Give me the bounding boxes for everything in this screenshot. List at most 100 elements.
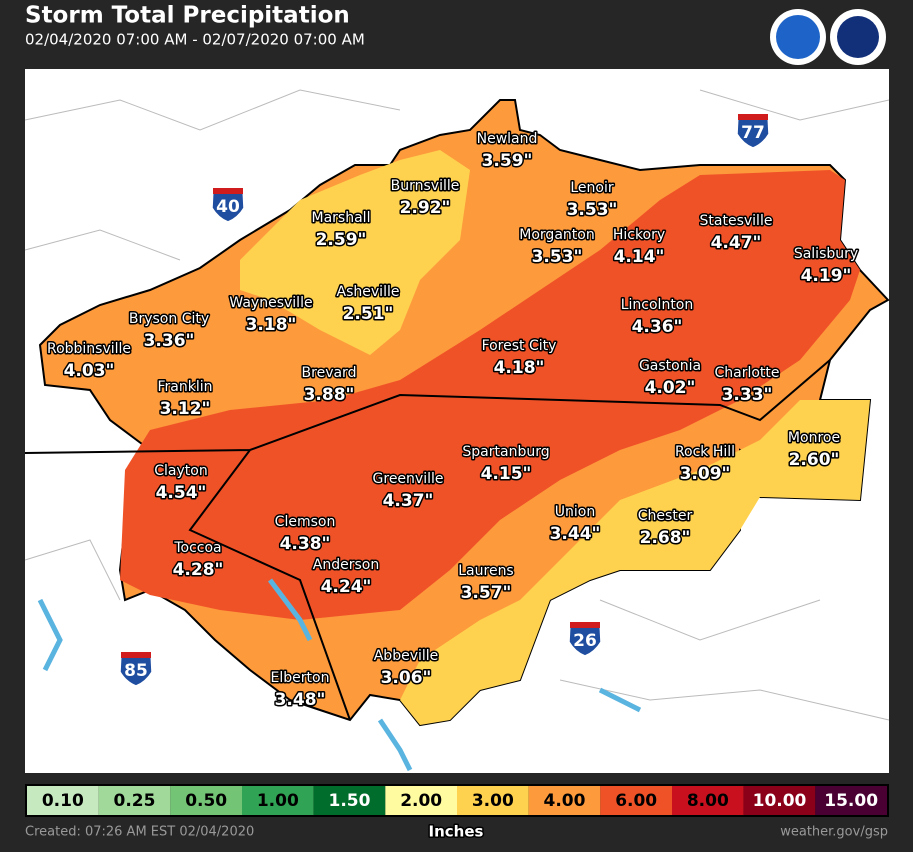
legend-label: 10.00 [753,791,807,811]
city-name: Greenville [373,471,444,487]
legend-label: 3.00 [472,791,514,811]
legend-swatch [600,786,672,815]
city-amount: 4.03" [64,361,115,381]
city-amount: 4.36" [632,317,683,337]
state-borders [24,359,831,721]
site: weather.gov/gsp [780,825,888,840]
city-amount: 4.18" [494,358,545,378]
city-amount: 4.19" [801,266,852,286]
region-6in [120,170,860,620]
legend-swatch [743,786,816,815]
city-name: Morganton [519,227,594,243]
city-amount: 3.53" [532,247,583,267]
legend-label: 0.50 [185,791,227,811]
city-name: Clemson [275,514,336,530]
legend-label: 8.00 [687,791,729,811]
shield-top [738,114,768,120]
city-amount: 2.68" [640,528,691,548]
city-amount: 2.59" [316,230,367,250]
city-name: Gastonia [639,358,701,374]
legend-swatch [528,786,601,815]
city-amount: 4.14" [614,247,665,267]
legend-label: 0.10 [42,791,84,811]
city-name: Abbeville [374,648,439,664]
shield-number: 85 [124,661,148,681]
city-amount: 3.48" [275,690,326,710]
city-amount: 2.51" [343,304,394,324]
shield-number: 40 [216,197,240,217]
city-name: Hickory [613,227,665,243]
city-name: Rock Hill [675,444,735,460]
city-name: Spartanburg [462,444,549,460]
legend-title: Inches [429,823,484,841]
city-name: Toccoa [173,540,221,556]
city-name: Salisbury [794,246,858,262]
city-amount: 4.24" [321,577,372,597]
city-name: Lincolnton [621,297,694,313]
city-name: Anderson [313,557,379,573]
nws-logo-inner [837,16,879,58]
region-3in [240,150,470,355]
city-amount: 3.59" [482,151,533,171]
legend-swatch [242,786,314,815]
legend-swatch [170,786,242,815]
map: 40 77 85 26 Newland 3.59" Burnsville 2.92" Leno… [24,69,890,773]
legend-label: 1.00 [257,791,299,811]
legend-label: 0.25 [114,791,156,811]
city-amount: 3.12" [160,399,211,419]
shield-top [570,622,600,628]
legend-swatch [385,786,457,815]
city-name: Statesville [700,213,773,229]
city-name: Lenoir [570,180,613,196]
city-name: Burnsville [391,178,460,194]
legend-swatch [457,786,529,815]
city-name: Clayton [154,463,207,479]
legend-swatch [313,786,386,815]
city-amount: 4.47" [711,233,762,253]
city-name: Brevard [302,365,357,381]
shield [119,651,153,687]
legend-label: 15.00 [824,791,878,811]
city-amount: 3.36" [144,331,195,351]
city-amount: 4.15" [481,464,532,484]
city-name: Waynesville [229,295,312,311]
city-amount: 4.02" [645,378,696,398]
shield-top [213,188,243,194]
shield-number: 26 [573,631,597,651]
subtitle: 02/04/2020 07:00 AM - 02/07/2020 07:00 A… [25,31,365,49]
city-name: Charlotte [714,365,779,381]
city-name: Franklin [157,379,212,395]
legend-label: 6.00 [615,791,657,811]
city-amount: 4.54" [156,483,207,503]
city-amount: 4.37" [383,491,434,511]
shield-top [121,652,151,658]
city-amount: 4.28" [173,560,224,580]
city-name: Laurens [458,563,513,579]
city-amount: 3.57" [461,583,512,603]
city-amount: 3.06" [381,668,432,688]
shield [211,187,245,223]
city-labels: Newland 3.59" Burnsville 2.92" Lenoir 3.53" Ma… [45,130,859,712]
legend-label: 2.00 [400,791,442,811]
city-amount: 4.38" [280,534,331,554]
legend: 0.10 0.25 0.50 1.00 1.50 2.00 3.00 4.00 6.00 8.00… [27,786,887,815]
lakes [37,578,642,772]
city-amount: 2.60" [789,450,840,470]
city-name: Marshall [312,210,371,226]
city-name: Newland [477,131,538,147]
city-amount: 2.92" [400,198,451,218]
legend-swatch [98,786,171,815]
city-amount: 3.18" [246,315,297,335]
legend-swatch [672,786,744,815]
county-lines [24,89,890,721]
city-name: Monroe [788,430,840,446]
city-amount: 3.88" [304,385,355,405]
noaa-logo-inner [776,15,820,59]
region-3in-east [400,400,870,725]
city-name: Elberton [271,670,330,686]
shield [568,621,602,657]
legend-label: 1.50 [329,791,371,811]
shield [736,113,770,149]
city-amount: 3.44" [550,524,601,544]
